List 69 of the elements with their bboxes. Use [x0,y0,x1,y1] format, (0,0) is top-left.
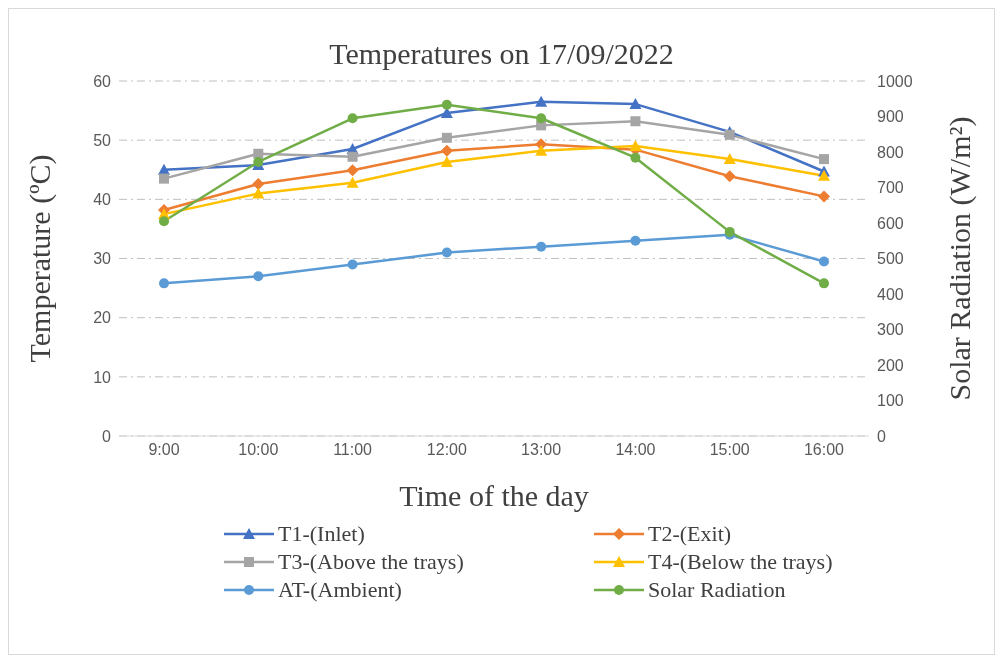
point [629,140,642,152]
x-tick-label: 9:00 [148,441,180,459]
legend-label: T3-(Above the trays) [278,549,464,575]
legend-label: T1-(Inlet) [278,521,365,547]
legend-label: T4-(Below the trays) [648,549,833,575]
y2-tick-label: 600 [877,214,904,232]
point [440,156,453,168]
y2-tick-label: 100 [877,392,904,410]
point [535,95,548,107]
point [347,151,358,162]
point [630,152,641,163]
point [723,153,736,165]
point [252,187,265,199]
y2-tick-label: 1000 [877,72,913,90]
y-tick-label: 50 [93,131,112,149]
y2-tick-label: 500 [877,250,904,268]
y-tick-label: 40 [93,191,112,209]
point [723,170,736,183]
legend-label: T2-(Exit) [648,521,732,547]
point [819,154,829,165]
x-tick-label: 10:00 [238,441,279,459]
x-tick-label: 13:00 [521,441,562,459]
y2-tick-label: 900 [877,108,904,126]
point [252,177,265,190]
x-tick-label: 11:00 [333,441,373,459]
point [253,271,264,282]
y2-tick-label: 0 [877,427,886,445]
point [536,113,547,124]
point [818,190,830,203]
y-tick-label: 60 [93,72,112,90]
y-axis-title: Temperature (ºC) [22,154,57,363]
point [630,116,641,127]
y-tick-label: 20 [93,309,112,327]
x-tick-label: 14:00 [615,441,656,459]
point [536,241,547,252]
y2-axis-title: Solar Radiation (W/m²) [942,116,977,401]
point [724,129,735,140]
point [159,278,169,289]
y-tick-label: 30 [93,250,112,268]
point [346,176,359,188]
x-tick-label: 16:00 [803,441,845,459]
point [441,132,452,143]
y2-tick-label: 200 [877,356,904,374]
point [440,144,453,157]
point [819,256,829,267]
point [159,216,169,227]
point [346,164,359,177]
y-tick-label: 0 [102,427,112,445]
y2-tick-label: 300 [877,321,904,339]
point [630,235,641,246]
point [159,173,169,184]
point [535,144,548,156]
y2-tick-label: 400 [877,285,904,303]
point [441,247,452,258]
point [629,98,642,110]
point [441,99,452,110]
point [818,169,830,181]
x-tick-label: 12:00 [426,441,467,459]
x-tick-label: 15:00 [709,441,750,459]
y2-tick-label: 800 [877,143,904,161]
x-axis-title: Time of the day [399,479,589,512]
point [347,259,358,270]
y2-tick-label: 700 [877,179,904,197]
y-tick-label: 10 [93,368,112,386]
legend-label: AT-(Ambient) [278,577,402,603]
point [347,113,358,124]
chart-title: Temperatures on 17/09/2022 [328,37,675,71]
point [819,278,829,289]
legend-label: Solar Radiation [648,577,786,603]
